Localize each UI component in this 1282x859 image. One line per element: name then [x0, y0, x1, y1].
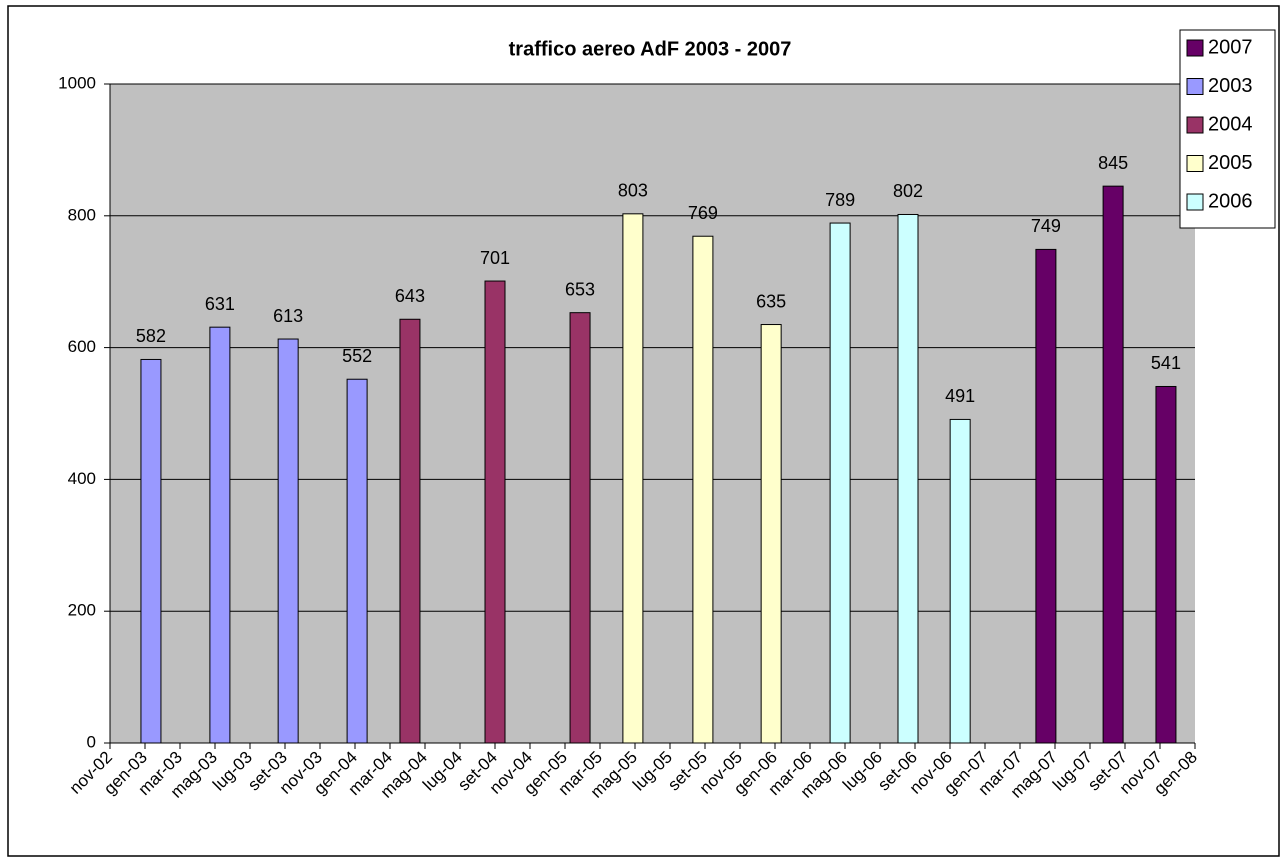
bar	[949, 418, 971, 744]
legend-label: 2006	[1208, 190, 1253, 212]
bar	[140, 358, 162, 744]
plot-area	[110, 84, 1195, 743]
bar	[829, 222, 851, 744]
data-label: 789	[825, 190, 855, 210]
data-label: 803	[618, 181, 648, 201]
y-tick-label: 400	[68, 469, 96, 488]
bar	[399, 318, 421, 744]
data-label: 491	[945, 386, 975, 406]
data-label: 582	[136, 326, 166, 346]
bar	[622, 213, 644, 744]
bar	[1155, 385, 1177, 744]
legend-swatch	[1186, 193, 1204, 211]
data-label: 643	[395, 286, 425, 306]
bar	[692, 235, 714, 744]
chart-title: traffico aereo AdF 2003 - 2007	[509, 38, 792, 60]
bar	[897, 213, 919, 744]
legend-label: 2004	[1208, 113, 1253, 135]
bar	[1035, 248, 1057, 744]
data-label: 701	[480, 248, 510, 268]
y-tick-label: 0	[87, 732, 96, 751]
data-label: 769	[688, 203, 718, 223]
data-label: 802	[893, 181, 923, 201]
data-label: 653	[565, 279, 595, 299]
bar	[760, 324, 782, 744]
bar	[569, 312, 591, 744]
legend-swatch	[1186, 78, 1204, 95]
bar	[346, 378, 368, 744]
bar	[209, 326, 231, 744]
bar	[1102, 185, 1124, 744]
data-label: 613	[273, 306, 303, 326]
data-label: 541	[1151, 353, 1181, 373]
y-tick-label: 600	[68, 337, 96, 356]
legend-label: 2007	[1208, 36, 1253, 58]
bar	[277, 338, 299, 744]
y-tick-label: 800	[68, 205, 96, 224]
bar	[484, 280, 506, 744]
data-label: 631	[205, 294, 235, 314]
legend-swatch	[1186, 155, 1204, 172]
data-label: 552	[342, 346, 372, 366]
y-tick-label: 1000	[58, 73, 96, 92]
data-label: 749	[1031, 216, 1061, 236]
legend-label: 2003	[1208, 75, 1253, 97]
legend-swatch	[1186, 39, 1204, 57]
data-label: 635	[756, 291, 786, 311]
legend-label: 2005	[1208, 152, 1253, 174]
data-label: 845	[1098, 153, 1128, 173]
legend-swatch	[1186, 116, 1204, 134]
y-tick-label: 200	[68, 601, 96, 620]
